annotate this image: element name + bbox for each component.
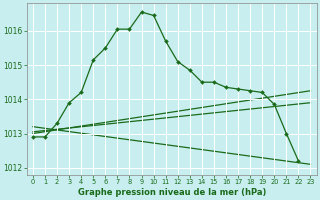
X-axis label: Graphe pression niveau de la mer (hPa): Graphe pression niveau de la mer (hPa) — [77, 188, 266, 197]
